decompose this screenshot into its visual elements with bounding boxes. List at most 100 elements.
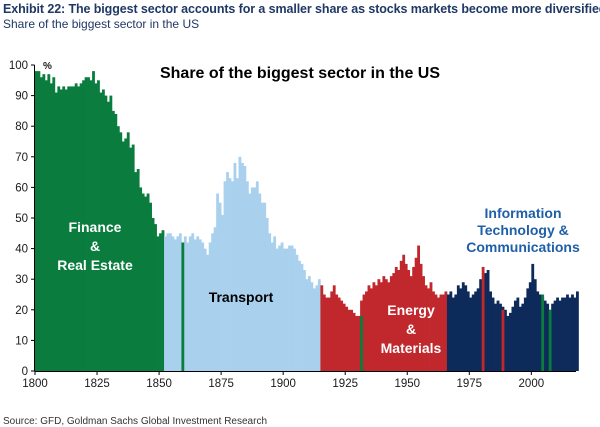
y-tick-label-40: 40 [15, 244, 28, 256]
bar-tech-1968 [451, 297, 455, 371]
x-tick-label-1950: 1950 [394, 378, 420, 390]
y-ticks-group: 0 10 20 30 40 50 60 70 80 90 100 [9, 60, 35, 378]
annotation-2-line-1: & [406, 321, 416, 337]
bar-finance-1823 [92, 71, 95, 372]
bar-energy-1918 [327, 297, 331, 371]
x-tick-label-1875: 1875 [208, 378, 234, 390]
bar-transport-1856 [173, 239, 177, 371]
bar-transport-1861 [186, 242, 190, 371]
bar-transport-1880 [233, 162, 237, 371]
bar-transport-1892 [263, 202, 267, 371]
bar-transport-1904 [293, 248, 296, 371]
bar-energy-1920 [332, 285, 336, 371]
bar-transport-1888 [253, 187, 257, 371]
bar-energy-1963 [439, 294, 443, 371]
bar-energy-1942 [387, 282, 391, 371]
bar-transport-1852 [164, 236, 167, 371]
bar-transport-1909 [305, 279, 309, 371]
bar-energy-1949 [404, 263, 408, 371]
bar-finance-1850 [159, 233, 162, 371]
bar-tech-1986 [496, 300, 500, 371]
x-tick-label-1850: 1850 [146, 378, 172, 390]
bar-finance-1811 [62, 86, 66, 372]
bar-energy-1947 [399, 260, 403, 371]
bar-transport-1889 [255, 181, 259, 371]
bar-tech-2008 [551, 303, 555, 371]
bar-energy-1929 [355, 315, 358, 371]
bar-energy-1959 [429, 282, 433, 371]
bar-finance-1841 [136, 169, 140, 371]
x-tick-label-1900: 1900 [270, 378, 296, 390]
bar-finance-1807 [52, 77, 56, 372]
bar-transport-1869 [206, 254, 210, 371]
bar-tech-1997 [523, 297, 527, 371]
bar-finance-1828 [104, 95, 108, 371]
bar-finance-1843 [141, 193, 145, 371]
bar-tech-2006 [546, 303, 550, 371]
bar-energy-1941 [384, 279, 388, 371]
bar-finance-1812 [64, 89, 68, 371]
bar-tech-2003 [538, 294, 542, 371]
bar-tech-1985 [494, 303, 497, 371]
bar-transport-1885 [245, 181, 249, 371]
annotation-0-line-1: & [90, 238, 100, 254]
annotation-0-line-2: Real Estate [57, 257, 133, 273]
bar-tech-1971 [459, 288, 463, 371]
bar-energy-1948 [402, 254, 406, 371]
bar-energy-1937 [374, 285, 378, 371]
bar-finance-1806 [49, 83, 53, 372]
annotation-1-line-0: Transport [209, 289, 274, 305]
bar-tech-1990 [506, 315, 510, 371]
bar-finance-1820 [84, 77, 88, 372]
annotation-1: Transport [209, 289, 274, 305]
bar-energy-1932 [362, 294, 366, 371]
bar-finance-1838 [129, 147, 133, 371]
bar-energy-1980 [481, 266, 485, 371]
bar-transport-1854 [169, 233, 172, 371]
bar-tech-1987 [499, 303, 502, 371]
bar-finance-1801 [37, 71, 41, 372]
bar-finance-1824 [94, 83, 98, 372]
bar-transport-1883 [240, 162, 244, 371]
x-tick-label-1925: 1925 [332, 378, 358, 390]
bar-tech-2017 [573, 297, 577, 371]
bar-transport-1858 [178, 233, 182, 371]
bar-tech-1970 [456, 285, 460, 371]
bar-transport-1898 [278, 245, 282, 371]
y-tick-label-80: 80 [15, 121, 28, 133]
bar-transport-1903 [290, 245, 294, 371]
bar-energy-1965 [444, 291, 448, 371]
bar-energy-1917 [325, 297, 329, 371]
bar-tech-1993 [513, 300, 517, 371]
bar-tech-1966 [446, 294, 450, 371]
exhibit-title: Exhibit 22: The biggest sector accounts … [3, 2, 600, 16]
bar-transport-1870 [208, 242, 212, 371]
bar-energy-1950 [407, 270, 411, 371]
bar-transport-1895 [270, 242, 274, 371]
bar-transport-1864 [193, 239, 197, 371]
bar-transport-1873 [216, 193, 219, 371]
bar-energy-1930 [357, 315, 361, 371]
bar-energy-1961 [434, 294, 438, 371]
bar-tech-1978 [476, 288, 480, 371]
bar-finance-1846 [149, 202, 152, 371]
bar-tech-2001 [533, 279, 537, 371]
bar-finance-2004 [541, 294, 545, 371]
bar-energy-1921 [335, 294, 339, 371]
x-ticks-group: 1800 1825 1850 1875 1900 1925 1950 1975 2000 [22, 371, 544, 390]
bar-transport-1897 [275, 248, 279, 371]
bar-transport-1896 [273, 236, 277, 371]
bar-transport-1867 [201, 242, 205, 371]
bar-energy-1925 [345, 306, 349, 371]
annotation-3: Information Technology & Communications [466, 205, 580, 255]
source-note: Source: GFD, Goldman Sachs Global Invest… [3, 416, 268, 427]
bar-finance-1832 [114, 113, 118, 372]
y-tick-label-0: 0 [22, 366, 28, 378]
annotation-3-line-2: Communications [466, 239, 580, 255]
bar-energy-1928 [352, 312, 356, 371]
bar-transport-1872 [213, 227, 217, 371]
bar-transport-1853 [166, 233, 170, 371]
bar-tech-1973 [464, 285, 468, 371]
bars-group [35, 71, 579, 372]
bar-finance-1840 [134, 172, 138, 371]
